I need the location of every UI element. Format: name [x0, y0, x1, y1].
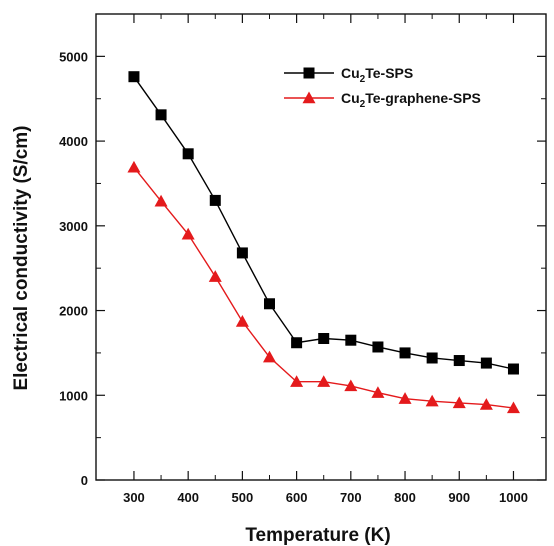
- data-point: [154, 194, 168, 207]
- data-point: [399, 347, 411, 359]
- data-point: [425, 394, 439, 407]
- x-tick-label: 800: [394, 490, 416, 505]
- plot-frame: [95, 13, 547, 481]
- data-point: [480, 357, 492, 369]
- data-point: [208, 270, 222, 282]
- data-point: [344, 379, 358, 392]
- data-point: [317, 375, 331, 387]
- data-point: [128, 71, 140, 83]
- series-line: [133, 166, 514, 409]
- legend-label-rest: Te-graphene-SPS: [365, 90, 481, 106]
- data-point: [506, 401, 520, 414]
- axes: 300 400 500 600 700 800 900 1000 0 1000 2000 3000 40…: [59, 13, 547, 505]
- data-point: [453, 355, 465, 367]
- legend-label-main: Cu: [341, 65, 360, 81]
- data-point: [398, 392, 412, 404]
- data-point: [452, 396, 466, 409]
- legend-label-subscript: 2: [360, 99, 366, 110]
- legend-label: Cu2Te-SPS: [341, 65, 413, 85]
- y-tick-label: 5000: [59, 49, 88, 64]
- legend-label: Cu2Te-graphene-SPS: [341, 90, 481, 110]
- series-cu2te-graphene-sps: [127, 160, 520, 414]
- y-axis-title: Electrical conductivity (S/cm): [11, 125, 32, 390]
- data-point: [318, 333, 330, 345]
- x-tick-label: 600: [286, 490, 308, 505]
- series-cu2te-sps: [128, 71, 519, 375]
- y-tick-label: 3000: [59, 219, 88, 234]
- data-point: [426, 352, 438, 364]
- legend-label-subscript: 2: [360, 74, 366, 85]
- legend-marker: [302, 91, 316, 104]
- data-point: [155, 109, 167, 121]
- data-point: [182, 148, 194, 160]
- data-point: [209, 194, 221, 206]
- data-point: [263, 298, 275, 310]
- data-point: [236, 247, 248, 259]
- legend-entry: Cu2Te-graphene-SPS: [284, 90, 481, 110]
- x-axis-title: Temperature (K): [245, 525, 390, 546]
- data-point: [372, 341, 384, 353]
- x-tick-label: 1000: [499, 490, 528, 505]
- y-tick-label: 2000: [59, 304, 88, 319]
- y-tick-label: 4000: [59, 134, 88, 149]
- data-point: [371, 386, 385, 398]
- data-point: [181, 227, 195, 240]
- data-point: [262, 350, 276, 363]
- legend-label-rest: Te-SPS: [365, 65, 413, 81]
- y-tick-label: 1000: [59, 388, 88, 403]
- data-point: [290, 375, 304, 387]
- data-point: [291, 337, 303, 349]
- legend-entry: Cu2Te-SPS: [284, 65, 413, 85]
- series-layer: [127, 71, 520, 414]
- x-tick-label: 500: [232, 490, 254, 505]
- x-tick-label: 300: [123, 490, 145, 505]
- legend-marker: [303, 67, 315, 79]
- data-point: [345, 334, 357, 346]
- x-tick-label: 700: [340, 490, 362, 505]
- y-tick-label: 0: [81, 473, 88, 488]
- x-tick-label: 900: [448, 490, 470, 505]
- data-point: [127, 160, 141, 173]
- data-point: [507, 363, 519, 375]
- x-tick-label: 400: [177, 490, 199, 505]
- data-point: [479, 398, 493, 410]
- legend-label-main: Cu: [341, 90, 360, 106]
- series-line: [133, 76, 514, 370]
- data-point: [235, 315, 249, 327]
